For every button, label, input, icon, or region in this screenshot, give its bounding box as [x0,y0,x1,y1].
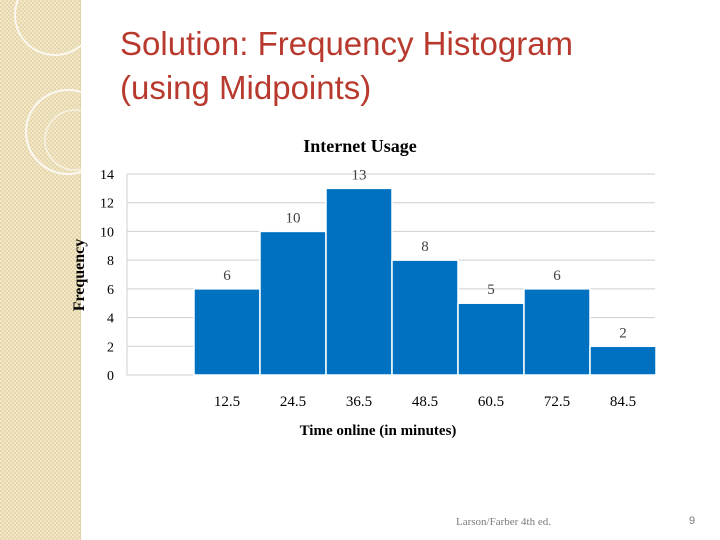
y-tick-label: 10 [100,225,114,240]
y-tick-label: 6 [107,283,114,298]
data-labels: 6 10 13 8 5 6 2 [223,167,627,341]
y-tick-label: 14 [100,168,114,183]
x-tick-label: 48.5 [412,394,438,410]
x-tick-label: 36.5 [346,394,372,410]
y-axis-label: Frequency [71,239,88,312]
chart-title: Internet Usage [303,136,416,156]
bar-84.5 [589,345,657,376]
y-tick-label: 12 [100,197,114,212]
deco-circle-2 [25,89,111,175]
x-tick-label: 72.5 [544,394,570,410]
footer-citation: Larson/Farber 4th ed. [456,516,551,528]
y-tick-label: 2 [107,340,114,355]
data-label: 2 [619,325,627,341]
data-label: 6 [553,268,561,284]
data-label: 5 [487,282,495,298]
y-tick-labels: 0 2 4 6 8 10 12 14 [100,168,114,384]
slide-title-line-2: (using Midpoints) [120,69,372,106]
page-number: 9 [689,515,696,527]
bar-72.5 [523,288,591,376]
slide-title: Solution: Frequency Histogram (using Mid… [120,22,700,110]
bar-60.5 [457,302,525,376]
y-tick-label: 8 [107,254,114,269]
x-tick-label: 84.5 [610,394,636,410]
x-tick-label: 60.5 [478,394,504,410]
deco-circle-1 [14,0,96,56]
data-label: 10 [286,210,301,226]
x-tick-label: 24.5 [280,394,306,410]
data-label: 13 [352,167,367,183]
x-axis-label: Time online (in minutes) [300,423,457,439]
y-tick-label: 4 [107,312,114,327]
slide-title-line-1: Solution: Frequency Histogram [120,25,574,62]
data-label: 8 [421,239,429,255]
bar-36.5 [325,187,393,376]
decorative-circles [14,0,111,175]
y-tick-label: 0 [107,369,114,384]
bar-24.5 [259,230,327,376]
bar-48.5 [391,259,459,376]
x-tick-labels: 12.5 24.5 36.5 48.5 60.5 72.5 84.5 [214,394,636,410]
data-label: 6 [223,268,231,284]
chart-bars [193,187,657,376]
deco-circle-3 [44,109,106,171]
bar-12.5 [193,288,261,376]
x-tick-label: 12.5 [214,394,240,410]
